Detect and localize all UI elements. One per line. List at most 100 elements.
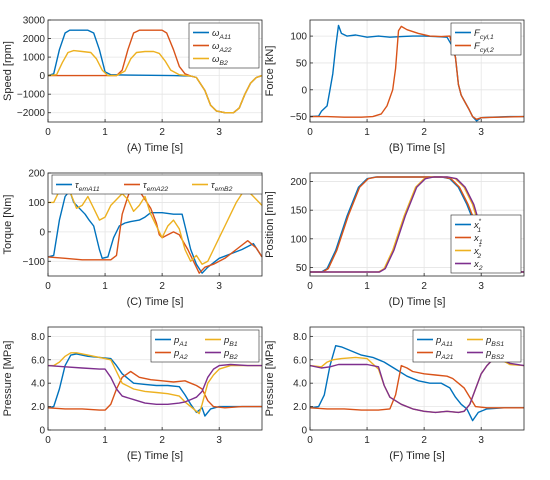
x-tick-label: 3 <box>478 435 484 446</box>
x-tick-label: 1 <box>364 127 370 138</box>
x-tick-label: 1 <box>364 435 370 446</box>
y-tick-label: 150 <box>290 206 307 217</box>
series-line-pa2 <box>47 370 262 411</box>
series-line-pb2 <box>47 363 262 405</box>
series-line-emb2 <box>48 187 263 265</box>
y-axis-label: Pressure [MPa] <box>264 341 276 417</box>
y-tick-label: 8.0 <box>293 332 307 343</box>
y-axis-label: Torque [Nm] <box>2 195 14 255</box>
series-line-b2 <box>47 49 263 114</box>
legend-entry-label: Fcyl,1 <box>474 28 494 41</box>
chart-panel-f: 0 1 2 3 0 2.0 4.0 6.0 8.0 (F) Time [s] Pressure [M… <box>264 326 525 462</box>
y-tick-label: 6.0 <box>31 355 45 366</box>
series-line-pa11 <box>309 345 524 422</box>
legend-entry-label: pB1 <box>223 335 238 348</box>
x-axis-label: (C) Time [s] <box>127 296 184 308</box>
x-tick-label: 2 <box>159 281 165 292</box>
x-tick-label: 3 <box>216 281 222 292</box>
legend-entry-label: τemA11 <box>75 180 100 193</box>
x-tick-label: 3 <box>478 127 484 138</box>
x-tick-label: 1 <box>102 281 108 292</box>
x-axis-label: (F) Time [s] <box>389 450 445 462</box>
y-tick-label: 0 <box>301 426 307 437</box>
legend-entry-label: ωB2 <box>212 54 228 67</box>
legend-entry-label: pA21 <box>435 348 454 361</box>
y-tick-label: 1000 <box>23 53 46 64</box>
x-axis-label: (A) Time [s] <box>127 142 183 154</box>
y-tick-label: 4.0 <box>31 379 45 390</box>
y-axis-label: Position [mm] <box>264 191 276 258</box>
legend: τemA11 τemA22 τemB2 <box>51 174 263 195</box>
x-tick-label: 2 <box>159 127 165 138</box>
legend-entry-label: τemA22 <box>143 180 168 193</box>
series-line-pb1 <box>48 352 262 415</box>
legend-entry-label: x2 <box>473 259 483 272</box>
x-tick-label: 1 <box>102 435 108 446</box>
axis-frame <box>309 19 525 123</box>
x-axis-label: (E) Time [s] <box>127 450 183 462</box>
legend-entry-label: x1 <box>473 233 483 246</box>
y-tick-label: 2.0 <box>31 402 45 413</box>
series-line-pa1 <box>47 353 262 417</box>
axis-frame <box>47 19 263 123</box>
y-tick-label: 0 <box>39 227 45 238</box>
y-tick-label: 6.0 <box>293 355 307 366</box>
chart-panel-d: 0 1 2 3 50 100 150 200 (D) Time [s] Position [mm]… <box>264 172 525 308</box>
series-line-pa21 <box>309 364 524 411</box>
series-line-ema22 <box>47 181 263 274</box>
series-line-fcyl2 <box>310 25 525 120</box>
legend-entry-label: pB2 <box>223 348 238 361</box>
legend-box <box>150 329 260 363</box>
y-tick-label: 0 <box>39 71 45 82</box>
y-tick-label: 2000 <box>23 34 46 45</box>
x-tick-label: 1 <box>102 127 108 138</box>
x-tick-label: 0 <box>307 127 313 138</box>
x-tick-label: 3 <box>478 281 484 292</box>
legend-box <box>450 22 522 56</box>
y-tick-label: 200 <box>28 169 45 180</box>
y-tick-label: 8.0 <box>31 332 45 343</box>
y-tick-label: 100 <box>28 198 45 209</box>
y-tick-label: 0 <box>39 426 45 437</box>
axis-frame <box>47 326 263 431</box>
y-tick-label: 100 <box>290 234 307 245</box>
chart-panel-e: 0 1 2 3 0 2.0 4.0 6.0 8.0 (E) Time [s] Pressure [M… <box>2 326 263 462</box>
legend-entry-label: x* 1 <box>473 218 482 234</box>
x-tick-label: 3 <box>216 127 222 138</box>
legend-box <box>188 22 260 69</box>
x-tick-label: 0 <box>45 127 51 138</box>
x-tick-label: 2 <box>421 435 427 446</box>
chart-panel-c: 0 1 2 3 −100 0 100 200 (C) Time [s] Torque [Nm] τe… <box>2 169 263 308</box>
y-tick-label: 2.0 <box>293 402 307 413</box>
y-tick-label: 50 <box>296 58 308 69</box>
x-tick-label: 3 <box>216 435 222 446</box>
series-line-pbs2 <box>309 357 525 414</box>
legend-box <box>51 174 263 195</box>
legend-entry-label: pA2 <box>173 348 188 361</box>
axis-frame <box>309 172 525 277</box>
legend-entry-label: ωA11 <box>212 28 231 41</box>
y-tick-label: 3000 <box>23 16 46 27</box>
x-tick-label: 0 <box>45 435 51 446</box>
x-tick-label: 0 <box>307 435 313 446</box>
x-tick-label: 2 <box>421 127 427 138</box>
y-tick-label: 200 <box>290 177 307 188</box>
x-axis-label: (D) Time [s] <box>389 296 446 308</box>
legend-entry-label: pBS2 <box>485 348 504 361</box>
x-tick-label: 0 <box>307 281 313 292</box>
x-tick-label: 0 <box>45 281 51 292</box>
x-tick-label: 2 <box>421 281 427 292</box>
y-tick-label: −1000 <box>17 90 46 101</box>
x-tick-label: 2 <box>159 435 165 446</box>
legend-entry-label: pBS1 <box>485 335 504 348</box>
y-axis-label: Force [kN] <box>264 46 276 97</box>
legend-box <box>412 329 522 363</box>
y-tick-label: −2000 <box>17 108 46 119</box>
